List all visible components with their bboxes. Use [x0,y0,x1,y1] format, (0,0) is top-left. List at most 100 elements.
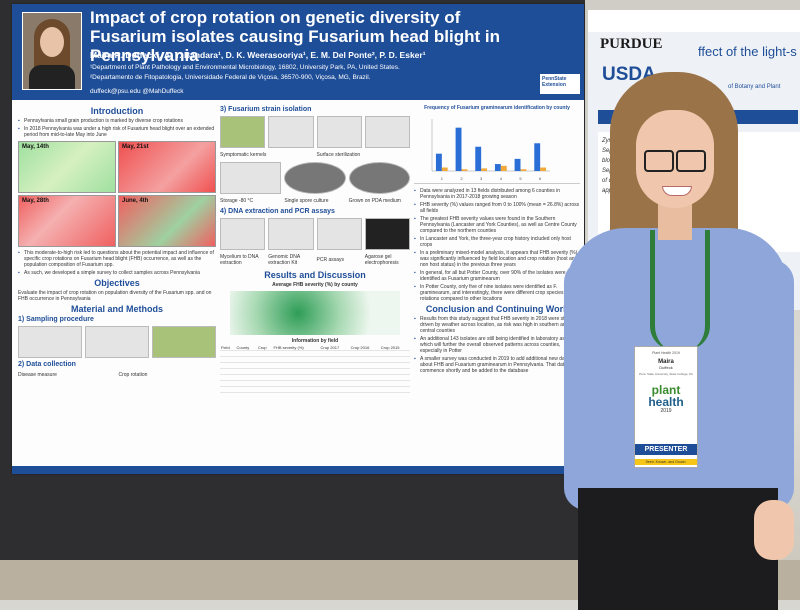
results-bullet: FHB severity (%) values ranged from 0 to… [414,202,580,214]
x-tick-label: 1 [441,176,444,181]
table-row [220,362,410,369]
dna-labels: Mycelium to DNA extraction Genomic DNA e… [220,254,399,266]
data-collection-heading: 2) Data collection [18,361,76,368]
x-tick-label: 3 [480,176,483,181]
severity-map-heading: Average FHB severity (%) by county [272,282,358,288]
results-bullet: In a preliminary mixed-model analysis, i… [414,250,580,268]
badge-logo-health: health [648,395,684,409]
methods-heading: Material and Methods [70,304,163,314]
x-tick-label: 5 [519,176,522,181]
x-tick-label: 4 [500,176,503,181]
lanyard [650,230,710,350]
intro-bullet: Pennsylvania small grain production is m… [18,118,216,124]
frequency-chart: 1 2 3 4 5 6 [414,113,580,184]
right-hand [754,500,794,560]
results-bullet: In general, for all but Potter County, o… [414,270,580,282]
badge-meeting: Plant Health 2019 [652,351,680,355]
disease-measure-label: Disease measure [18,372,57,378]
results-bullet: Data were analyzed in 13 fields distribu… [414,188,580,200]
neighbor-poster-affiliation: of Botany and Plant [728,84,781,90]
table-row [220,374,410,381]
strain-isolation-diagram [220,116,410,148]
table-row [220,356,410,363]
conclusion-bullet: A smaller survey was conducted in 2019 t… [414,356,580,374]
poster-title: Impact of crop rotation on genetic diver… [90,8,500,65]
chart-bar [481,168,488,171]
table-row [220,380,410,387]
table-row [220,368,410,375]
risk-map: June, 4th [118,195,216,247]
risk-map: May, 28th [18,195,116,247]
chart-bar [441,167,448,171]
research-poster: Impact of crop rotation on genetic diver… [12,4,584,474]
chart-bar [520,169,527,171]
results-bullet: In Potter County, only five of nine isol… [414,284,580,302]
name-badge: Plant Health 2019 Maira Duffeck Penn Sta… [634,346,698,468]
badge-year: 2019 [660,408,672,414]
strain-culture-labels: Storage -80 °C Single spore culture Grow… [220,198,401,204]
poster-authors: Maira R. Duffeck¹, A. Y. Bandara¹, D. K.… [90,50,426,60]
purdue-logo: PURDUE [600,36,663,52]
chart-bar [455,127,462,171]
results-bullet: In Lancaster and York, the three-year cr… [414,236,580,248]
risk-map: May, 21st [118,141,216,193]
chart-bar [461,169,468,171]
strain-culture-diagram [220,162,410,194]
crop-rotation-label: Crop rotation [118,372,148,378]
poster-column-3: Frequency of Fusarium graminearum identi… [414,104,580,466]
author-photo [22,12,82,90]
presenter-ribbon: PRESENTER [635,444,697,455]
poster-column-1: Introduction Pennsylvania small grain pr… [18,104,216,466]
strain-isolation-heading: 3) Fusarium strain isolation [220,106,312,113]
objectives-text: Evaluate the impact of crop rotation on … [18,290,212,302]
x-tick-label: 6 [539,176,542,181]
intro-bullet: This moderate-to-high risk led to questi… [18,250,216,268]
chart-bar [435,153,442,171]
poster-header: Impact of crop rotation on genetic diver… [12,4,584,100]
intro-bullet: In 2018 Pennsylvania was under a high ri… [18,126,216,138]
table-header-row: Field County Crop FHB severity (%) Crop 20… [220,345,410,351]
table-row [220,350,410,357]
conclusion-bullet: Results from this study suggest that FHB… [414,316,580,334]
pennstate-logo: PennState Extension [540,74,580,94]
field-info-heading: Information by field [291,338,339,344]
plant-health-logo: plant health 2019 [635,384,697,414]
sampling-diagram [18,326,216,358]
badge-tagline: Seen. Known. and Grown. [635,459,697,465]
strain-isolation-labels: Symptomatic kernels Surface sterilizatio… [220,152,361,158]
objectives-heading: Objectives [94,278,140,288]
frequency-chart-svg: 1 2 3 4 5 6 [431,119,550,181]
conclusion-heading: Conclusion and Continuing Work [425,304,569,314]
field-info-table: Field County Crop FHB severity (%) Crop 20… [220,345,410,393]
severity-map [230,291,400,335]
chart-bar [494,164,501,171]
intro-bullet: As such, we developed a simple survey to… [18,270,216,276]
badge-first-name: Maira [658,359,674,365]
glasses-icon [644,150,706,172]
dna-diagram [220,218,410,250]
neighbor-poster-title: ffect of the light-s [698,44,797,59]
frequency-chart-heading: Frequency of Fusarium graminearum identi… [424,105,570,111]
conclusion-bullet: An additional 143 isolates are still bei… [414,336,580,354]
affiliation-2: ²Departamento de Fitopatologia, Universi… [90,74,371,81]
badge-last-name: Duffeck [659,365,673,370]
results-bullet: The greatest FHB severity values were fo… [414,216,580,234]
poster-footer [12,466,584,474]
chart-bar [514,158,521,171]
risk-maps: May, 14th May, 21st May, 28th June, 4th [18,141,216,247]
data-collection-labels: Disease measure Crop rotation [18,371,216,379]
poster-column-2: 3) Fusarium strain isolation Symptomatic… [220,104,410,466]
chart-bar [475,146,482,171]
x-tick-label: 2 [460,176,463,181]
black-skirt [578,480,778,610]
badge-logo-plant: plant [651,383,681,397]
table-row [220,386,410,393]
chart-bar [500,165,507,171]
contact-info: duffeck@psu.edu @MahDuffeck [90,88,184,95]
results-heading: Results and Discussion [264,270,366,280]
presenter-person: Plant Health 2019 Maira Duffeck Penn Sta… [540,70,800,610]
sampling-heading: 1) Sampling procedure [18,316,94,323]
chart-bar [534,143,541,171]
affiliation-1: ¹Department of Plant Pathology and Envir… [90,64,400,71]
risk-map: May, 14th [18,141,116,193]
